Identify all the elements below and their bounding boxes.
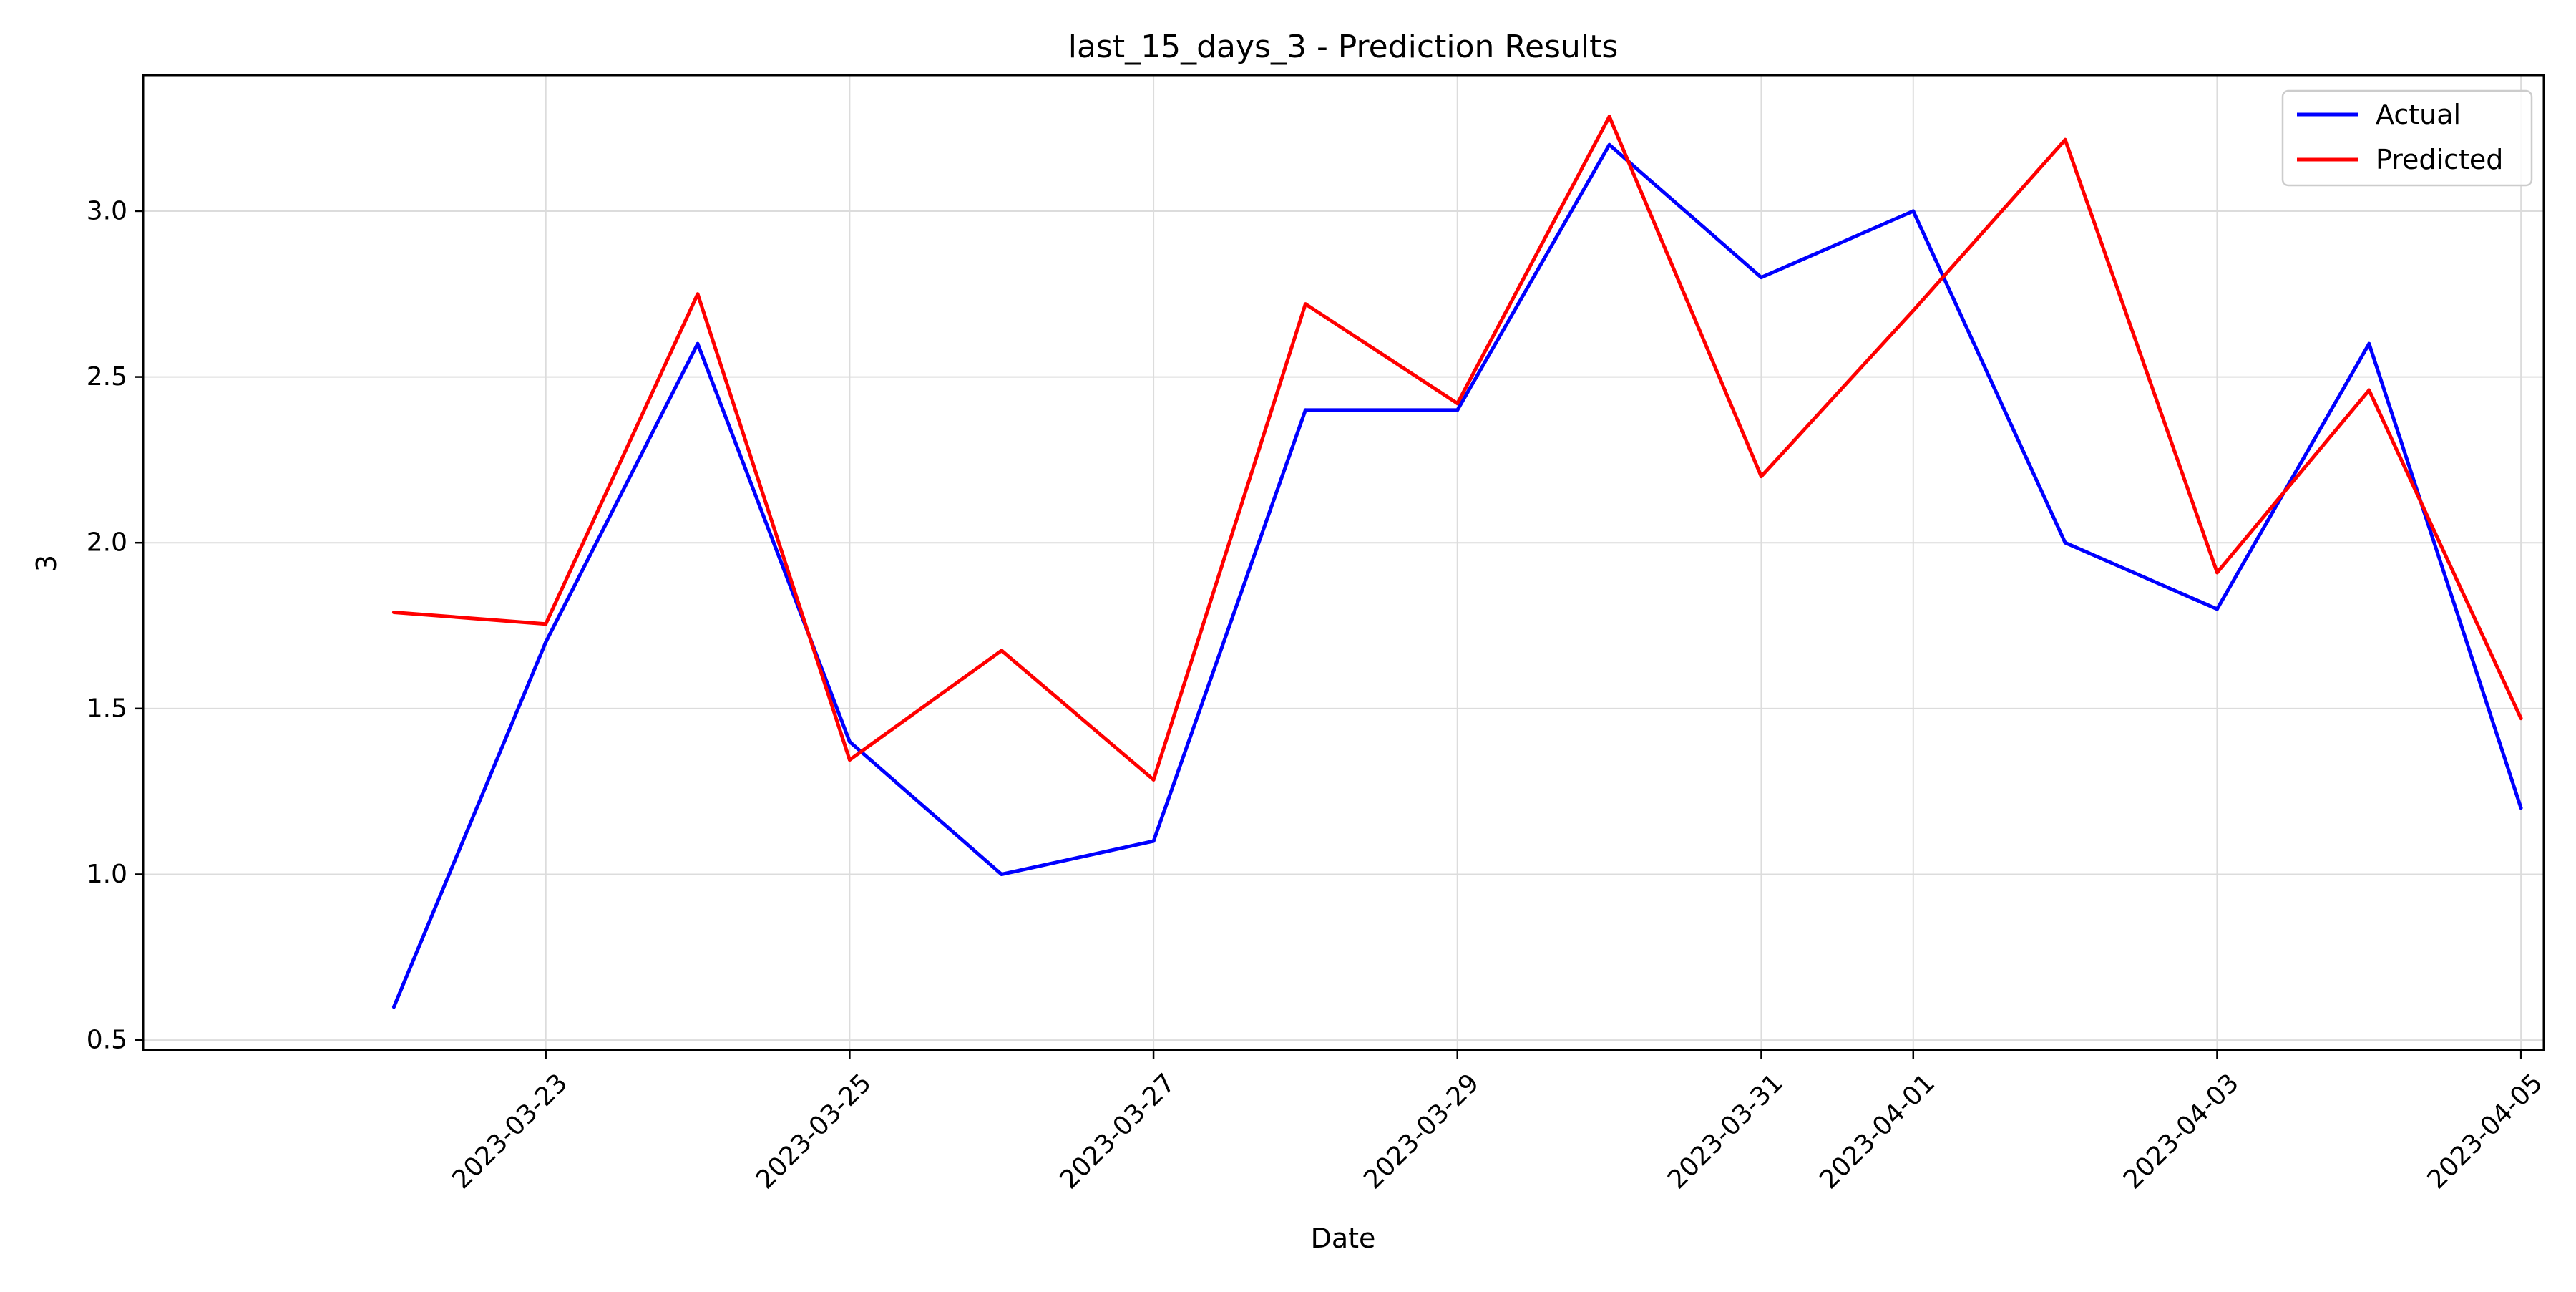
y-tick-label: 0.5	[87, 1026, 127, 1055]
data-point	[1151, 839, 1156, 843]
data-point	[1607, 142, 1611, 147]
legend-label: Actual	[2376, 99, 2461, 130]
y-tick-label: 1.0	[87, 860, 127, 889]
data-point	[391, 611, 396, 614]
legend: Actual Predicted	[2281, 89, 2533, 187]
data-point	[2063, 137, 2067, 142]
data-point	[1911, 309, 1916, 313]
data-point	[2215, 607, 2219, 611]
y-axis: 0.5 1.0 1.5 2.0 2.5 3.0	[87, 196, 143, 1055]
data-point	[696, 292, 700, 296]
data-point	[2063, 540, 2067, 545]
y-tick-label: 2.5	[87, 362, 127, 392]
data-point	[1759, 475, 1763, 479]
y-tick-label: 2.0	[87, 528, 127, 558]
data-point	[847, 739, 852, 744]
series-layer	[391, 115, 2523, 1009]
data-point	[1000, 873, 1004, 876]
data-point	[544, 622, 548, 626]
data-point	[1759, 276, 1763, 280]
data-point	[2519, 717, 2523, 721]
chart-title: last_15_days_3 - Prediction Results	[1068, 29, 1619, 65]
y-tick-label: 3.0	[87, 196, 127, 225]
data-point	[1455, 402, 1460, 406]
series-actual	[391, 142, 2523, 1009]
series-predicted	[391, 115, 2523, 782]
data-point	[847, 758, 852, 762]
data-point	[2215, 570, 2219, 575]
data-point	[1000, 649, 1004, 653]
data-point	[544, 640, 548, 644]
y-axis-label: 3	[31, 555, 62, 572]
y-tick-label: 1.5	[87, 694, 127, 723]
data-point	[1303, 408, 1307, 412]
data-point	[696, 341, 700, 346]
data-point	[1455, 408, 1460, 412]
data-point	[1151, 777, 1156, 782]
x-axis-label: Date	[1311, 1223, 1376, 1254]
data-point	[391, 1005, 396, 1009]
legend-label: Predicted	[2376, 144, 2503, 175]
data-point	[1911, 209, 1916, 213]
data-point	[2519, 806, 2523, 810]
data-point	[2367, 341, 2371, 346]
plot-frame	[142, 74, 2545, 1051]
data-point	[2367, 388, 2371, 392]
data-point	[1607, 115, 1611, 119]
data-point	[1303, 302, 1307, 306]
grid	[143, 75, 2544, 1050]
